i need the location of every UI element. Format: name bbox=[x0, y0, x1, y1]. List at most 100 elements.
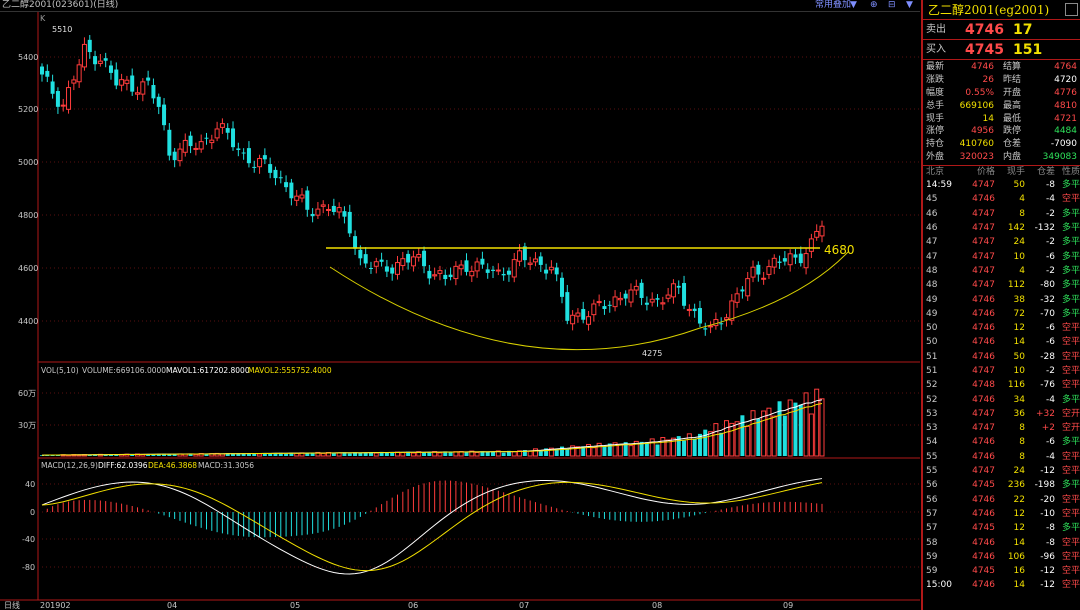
candle-body bbox=[798, 253, 803, 264]
candle-body bbox=[135, 92, 141, 95]
candle-body bbox=[284, 182, 289, 188]
tick-type: 空平 bbox=[1061, 466, 1080, 477]
candle-body bbox=[469, 270, 475, 277]
candle-body bbox=[198, 141, 204, 150]
period-label: 日线 bbox=[4, 600, 20, 610]
volume-bar bbox=[750, 410, 756, 457]
tick-type: 空平 bbox=[1061, 494, 1080, 505]
candle-body bbox=[676, 285, 681, 288]
volume-bar bbox=[273, 453, 278, 456]
tick-row: 59 4746 106 -96 空平 bbox=[923, 550, 1080, 564]
candle-body bbox=[586, 316, 592, 325]
candle-body bbox=[443, 274, 448, 280]
tick-list[interactable]: 14:59 4747 50 -8 多平 45 4746 4 -4 空平 46 4747 8 -2 多平 46 4… bbox=[923, 178, 1080, 593]
panel-toggle-button[interactable] bbox=[1065, 3, 1078, 16]
volume-bar bbox=[427, 452, 432, 456]
quote-value: 349083 bbox=[1042, 152, 1077, 163]
quote-value: -7090 bbox=[1050, 139, 1077, 150]
tick-time: 55 bbox=[926, 466, 938, 477]
quote-value: 4484 bbox=[1054, 126, 1077, 137]
candle-body bbox=[379, 259, 384, 262]
tick-row: 48 4747 4 -2 多平 bbox=[923, 264, 1080, 278]
overlay-dropdown-icon[interactable]: ▼ bbox=[850, 0, 857, 10]
tick-row: 47 4747 10 -6 多平 bbox=[923, 250, 1080, 264]
volume-bar bbox=[719, 432, 724, 456]
bid-row[interactable]: 买入 4745 151 bbox=[923, 40, 1080, 60]
contract-name: 乙二醇2001(eg2001) bbox=[928, 3, 1050, 17]
y-tick: 4600 bbox=[18, 264, 38, 273]
volume-bar bbox=[225, 453, 230, 456]
candle-body bbox=[649, 298, 655, 303]
tick-type: 空平 bbox=[1061, 194, 1080, 205]
dea-line bbox=[41, 481, 823, 572]
candle-body bbox=[209, 139, 215, 144]
tick-time: 49 bbox=[926, 308, 938, 319]
x-tick: 201902 bbox=[40, 601, 71, 610]
zoom-out-icon[interactable]: ⊟ bbox=[888, 0, 896, 10]
tick-oi-change: -6 bbox=[1046, 437, 1055, 448]
tick-type: 空平 bbox=[1061, 380, 1080, 391]
candle-body bbox=[273, 169, 278, 179]
more-dropdown-icon[interactable]: ▼ bbox=[906, 0, 913, 10]
volume-bar bbox=[777, 401, 782, 456]
quote-row: 涨跌 26 昨结 4720 bbox=[923, 74, 1080, 87]
volume-bar bbox=[495, 450, 501, 457]
zoom-in-icon[interactable]: ⊕ bbox=[870, 0, 878, 10]
candle-body bbox=[750, 266, 756, 278]
volume-bar bbox=[305, 452, 310, 456]
volume-bar bbox=[682, 440, 687, 456]
volume-bar bbox=[485, 451, 490, 456]
quote-row: 总手 669106 最高 4810 bbox=[923, 100, 1080, 113]
tick-type: 多平 bbox=[1061, 294, 1080, 305]
candle-body bbox=[761, 277, 767, 280]
candle-body bbox=[628, 289, 634, 303]
volume-bar bbox=[708, 431, 714, 457]
volume-bar bbox=[803, 392, 809, 457]
volume-bar bbox=[655, 444, 660, 456]
volume-bar bbox=[40, 455, 44, 456]
candle-body bbox=[241, 152, 246, 154]
tick-price: 4746 bbox=[972, 580, 995, 591]
volume-bar bbox=[697, 433, 702, 456]
volume-bar bbox=[284, 453, 289, 456]
tick-price: 4747 bbox=[972, 466, 995, 477]
candle-body bbox=[93, 56, 98, 65]
candle-body bbox=[453, 265, 459, 280]
candle-body bbox=[342, 211, 347, 217]
tick-price: 4746 bbox=[972, 508, 995, 519]
volume-bar bbox=[188, 453, 193, 456]
tick-volume: 8 bbox=[1019, 437, 1025, 448]
candle-body bbox=[326, 208, 332, 211]
ask-row[interactable]: 卖出 4746 17 bbox=[923, 20, 1080, 40]
candle-body bbox=[204, 137, 209, 139]
candle-body bbox=[130, 75, 135, 92]
candle-body bbox=[45, 70, 50, 77]
tick-oi-change: -28 bbox=[1040, 351, 1055, 362]
candle-body bbox=[511, 259, 517, 278]
tick-oi-change: -198 bbox=[1034, 480, 1055, 491]
tick-time: 53 bbox=[926, 423, 938, 434]
quote-value: 669106 bbox=[959, 100, 994, 111]
kline-chart[interactable]: 4680 5510 4275 K 5400 5200 5000 4800 460… bbox=[0, 12, 920, 610]
y-tick: 5000 bbox=[18, 158, 38, 167]
tick-volume: 8 bbox=[1019, 423, 1025, 434]
volume-bar bbox=[745, 425, 751, 457]
volume-bar bbox=[740, 415, 745, 456]
tick-time: 51 bbox=[926, 365, 938, 376]
volume-bar bbox=[363, 452, 368, 456]
tick-time: 56 bbox=[926, 480, 938, 491]
tick-time: 59 bbox=[926, 551, 938, 562]
candle-body bbox=[422, 250, 427, 267]
candle-body bbox=[655, 298, 660, 300]
volume-bar bbox=[793, 402, 798, 456]
volume-bar bbox=[819, 398, 825, 457]
overlay-menu-button[interactable]: 常用叠加 bbox=[815, 0, 852, 10]
candle-body bbox=[416, 253, 422, 258]
candle-body bbox=[517, 250, 523, 262]
volume-bar bbox=[575, 446, 581, 457]
quote-key: 最高 bbox=[1003, 100, 1022, 111]
tick-oi-change: -70 bbox=[1040, 308, 1055, 319]
tick-type: 多平 bbox=[1061, 523, 1080, 534]
ask-volume: 17 bbox=[1013, 22, 1033, 38]
candle-body bbox=[623, 293, 628, 299]
